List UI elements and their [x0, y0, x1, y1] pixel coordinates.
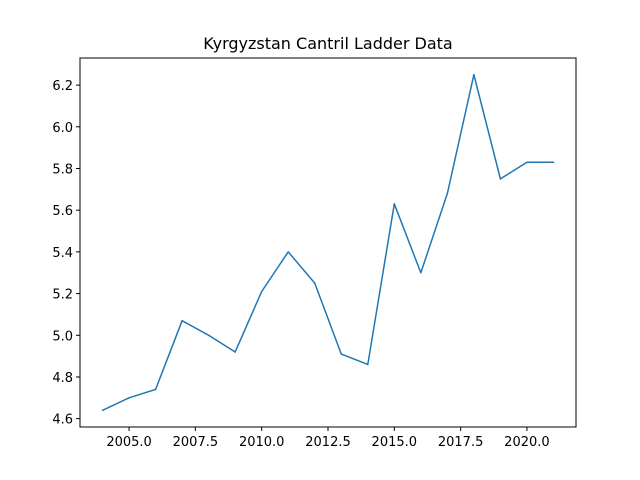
y-tick-label: 6.2 — [52, 79, 73, 94]
plot-frame — [79, 57, 577, 428]
y-tick-label: 4.8 — [52, 371, 73, 386]
x-tick-label: 2017.5 — [438, 435, 484, 450]
y-tick-label: 6.0 — [52, 121, 73, 136]
data-point — [207, 334, 210, 337]
data-point — [313, 282, 316, 284]
data-point — [366, 363, 369, 366]
plot-area: 2005.0 2007.5 2010.0 2012.5 2015.0 2017.5 2020… — [52, 73, 555, 450]
y-tick-label: 5.2 — [52, 288, 73, 303]
y-tick-label: 4.6 — [52, 413, 73, 428]
y-tick-label: 5.0 — [52, 329, 73, 344]
data-point — [234, 351, 236, 353]
x-tick-label: 2005.0 — [106, 435, 152, 450]
x-tick-label: 2007.5 — [173, 435, 219, 450]
x-tick-label: 2010.0 — [239, 435, 285, 450]
data-point — [526, 161, 528, 164]
data-point — [340, 353, 343, 355]
data-point — [128, 397, 130, 399]
data-point — [420, 271, 422, 274]
data-point — [552, 161, 555, 164]
data-point — [260, 290, 263, 293]
y-tick-label: 5.8 — [52, 162, 73, 177]
x-tick-label: 2015.0 — [372, 435, 418, 450]
data-point — [473, 73, 475, 76]
series-line-0 — [102, 73, 554, 411]
data-point — [101, 409, 104, 412]
chart-title: Kyrgyzstan Cantril Ladder Data — [203, 34, 452, 53]
data-point — [499, 178, 502, 180]
y-tick-label: 5.6 — [52, 204, 73, 219]
y-tick-label: 5.4 — [52, 246, 73, 261]
data-point — [154, 388, 157, 391]
x-tick-label: 2012.5 — [305, 435, 351, 450]
data-point — [181, 319, 183, 322]
data-point — [393, 203, 396, 205]
x-tick-label: 2020.0 — [504, 435, 550, 450]
data-point — [287, 251, 290, 253]
data-point — [446, 192, 449, 195]
